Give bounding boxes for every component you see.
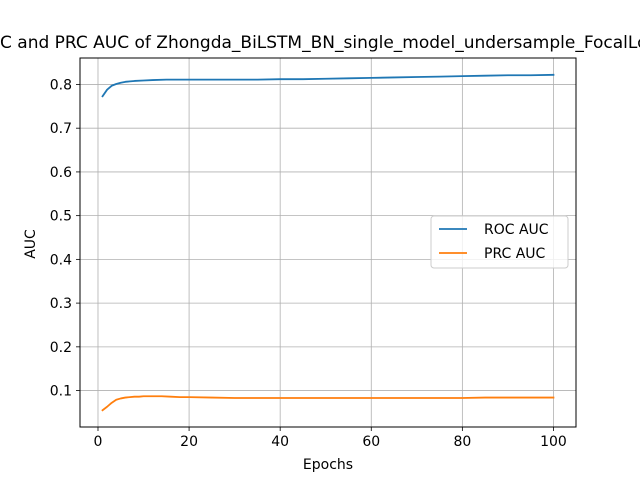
y-tick-label: 0.8 bbox=[50, 77, 72, 93]
y-tick-label: 0.7 bbox=[50, 121, 72, 137]
series-layer bbox=[101, 73, 555, 412]
series-line-roc-auc bbox=[101, 73, 555, 98]
x-tick-label: 20 bbox=[180, 434, 198, 450]
y-tick-label: 0.4 bbox=[50, 252, 72, 268]
grid bbox=[80, 58, 576, 427]
y-tick-label: 0.2 bbox=[50, 340, 72, 356]
x-tick-label: 100 bbox=[540, 434, 567, 450]
series-line-prc-auc bbox=[101, 395, 555, 412]
y-tick-label: 0.6 bbox=[50, 165, 72, 181]
ticks: 0 20 40 60 80 100 0.1 0.2 0.3 0.4 0.5 0.6 0.7 0.8 bbox=[50, 77, 567, 450]
y-tick-label: 0.3 bbox=[50, 296, 72, 312]
plot-frame bbox=[79, 57, 577, 428]
chart-title: ROC and PRC AUC of Zhongda_BiLSTM_BN_sin… bbox=[0, 33, 640, 53]
x-tick-label: 60 bbox=[362, 434, 380, 450]
y-tick-label: 0.5 bbox=[50, 209, 72, 225]
legend-label: PRC AUC bbox=[484, 246, 546, 262]
legend-label: ROC AUC bbox=[484, 222, 549, 238]
x-axis-label: Epochs bbox=[303, 457, 353, 473]
legend: ROC AUC PRC AUC bbox=[430, 215, 569, 269]
x-tick-label: 0 bbox=[94, 434, 103, 450]
x-tick-label: 40 bbox=[271, 434, 289, 450]
x-tick-label: 80 bbox=[453, 434, 471, 450]
y-axis-label: AUC bbox=[23, 229, 39, 259]
y-tick-label: 0.1 bbox=[50, 384, 72, 400]
